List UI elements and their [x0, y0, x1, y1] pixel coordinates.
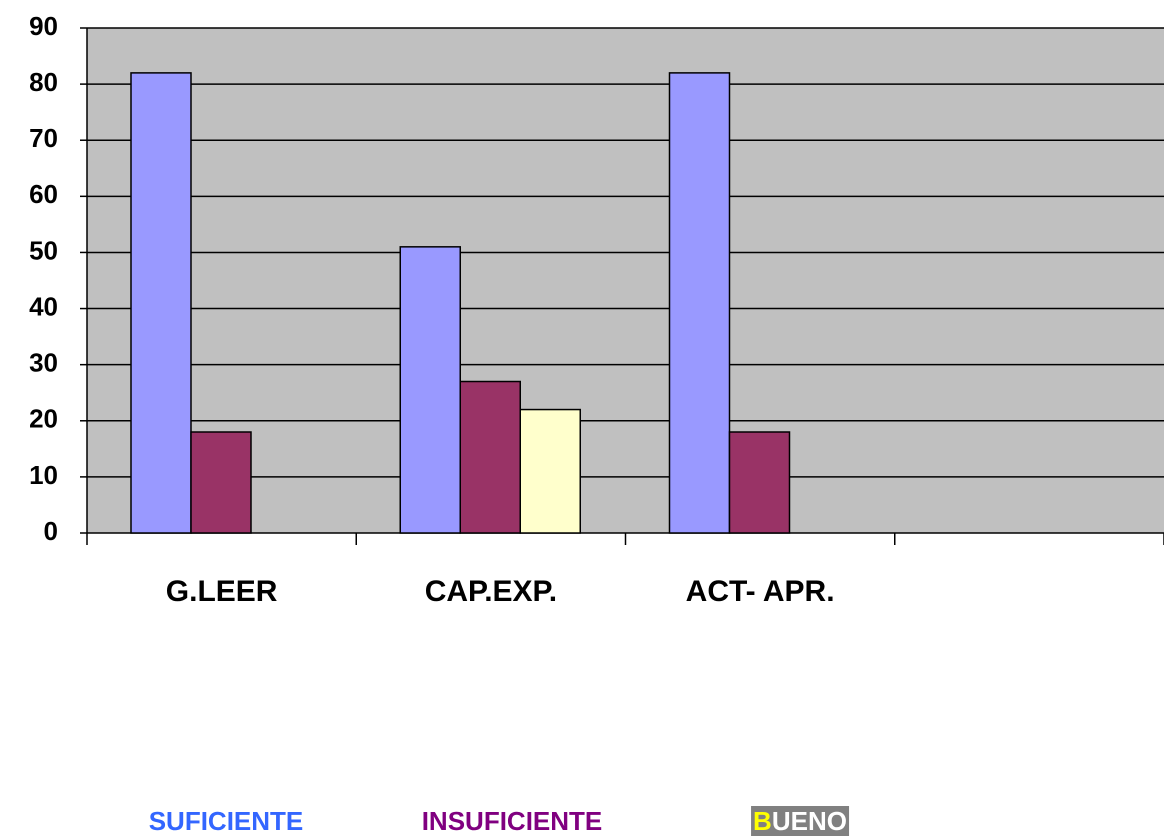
plot-area	[87, 28, 1164, 533]
bar	[130, 72, 192, 534]
bar	[668, 72, 731, 534]
y-tick-label: 80	[29, 67, 58, 97]
bar	[190, 431, 252, 534]
y-tick-label: 50	[29, 235, 58, 265]
bar	[459, 380, 521, 534]
x-tick-label: G.LEER	[166, 575, 278, 608]
y-tick-label: 20	[29, 404, 58, 434]
y-tick-label: 60	[29, 179, 58, 209]
bar	[519, 408, 581, 534]
y-tick-label: 0	[44, 516, 58, 546]
legend-entry: SUFICIENTE	[148, 806, 304, 836]
y-tick-label: 30	[29, 348, 58, 378]
y-tick-label: 90	[29, 11, 58, 41]
y-tick-label: 70	[29, 123, 58, 153]
y-tick-label: 40	[29, 291, 58, 321]
bar	[399, 246, 461, 534]
bar	[728, 431, 791, 534]
y-tick-label: 10	[29, 460, 58, 490]
x-tick-label: CAP.EXP.	[425, 575, 557, 608]
legend-entry: BUENO	[751, 806, 849, 836]
x-tick-label: ACT- APR.	[686, 575, 835, 608]
legend-entry: INSUFICIENTE	[421, 806, 603, 836]
